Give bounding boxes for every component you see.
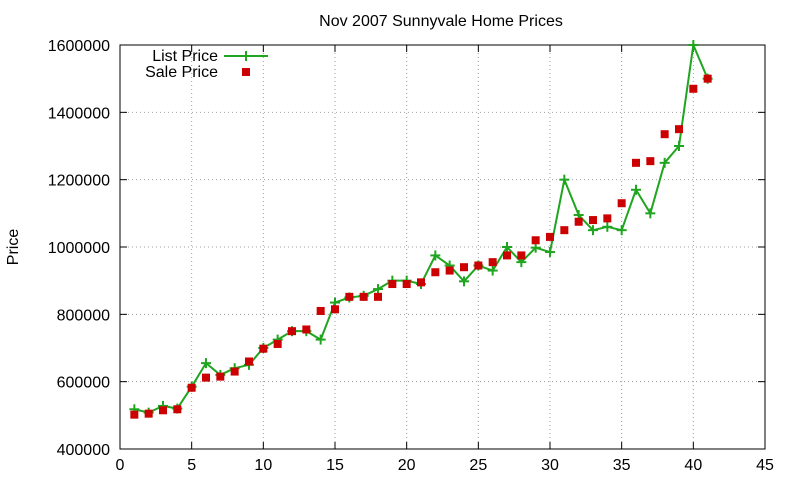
- data-point-list-price: [459, 276, 469, 287]
- data-point-list-price: [659, 157, 670, 168]
- data-point-sale-price: [331, 305, 339, 314]
- data-point-sale-price: [488, 258, 497, 267]
- data-point-sale-price: [703, 74, 712, 83]
- data-point-list-price: [545, 247, 555, 258]
- data-point-list-price: [602, 221, 613, 232]
- data-point-sale-price: [660, 130, 669, 139]
- data-point-sale-price: [689, 84, 698, 93]
- data-point-sale-price: [503, 251, 511, 260]
- x-tick-label: 20: [398, 457, 416, 474]
- data-point-list-price: [559, 174, 570, 185]
- data-point-list-price: [430, 250, 441, 261]
- x-tick-label: 45: [756, 457, 774, 474]
- data-point-list-price: [616, 225, 627, 236]
- data-point-sale-price: [259, 344, 268, 353]
- y-tick-label: 800000: [57, 307, 110, 324]
- y-tick-label: 1600000: [48, 38, 110, 55]
- data-point-sale-price: [388, 280, 397, 289]
- data-point-list-price: [674, 141, 684, 151]
- data-point-sale-price: [187, 383, 196, 392]
- data-point-sale-price: [202, 373, 210, 382]
- x-tick-label: 30: [541, 457, 559, 474]
- data-point-list-price: [487, 265, 498, 276]
- data-point-sale-price: [316, 306, 325, 315]
- series: [129, 40, 713, 419]
- x-tick-label: 15: [326, 457, 344, 474]
- data-point-sale-price: [531, 236, 540, 245]
- data-point-sale-price: [402, 280, 411, 289]
- x-tick-label: 0: [116, 457, 125, 474]
- data-point-sale-price: [431, 268, 440, 277]
- data-point-sale-price: [517, 251, 526, 260]
- data-point-sale-price: [589, 216, 597, 225]
- data-point-sale-price: [646, 157, 655, 166]
- legend: List Price Sale Price: [145, 48, 268, 81]
- data-point-sale-price: [345, 292, 354, 301]
- data-point-list-price: [530, 242, 541, 253]
- y-tick-label: 1200000: [48, 173, 110, 190]
- data-point-list-price: [373, 284, 383, 295]
- y-tick-label: 1000000: [48, 240, 110, 257]
- data-point-list-price: [588, 225, 598, 236]
- data-point-sale-price: [574, 217, 583, 226]
- data-point-sale-price: [445, 266, 454, 275]
- x-tick-label: 25: [469, 457, 487, 474]
- x-tick-label: 35: [613, 457, 631, 474]
- data-point-list-price: [201, 358, 211, 369]
- tick-labels: 0 5 10 15 20 25 30 35 40 45 400000 600000 800000 1000…: [48, 38, 774, 474]
- data-point-sale-price: [230, 367, 239, 376]
- x-tick-label: 5: [187, 457, 196, 474]
- data-point-sale-price: [273, 339, 282, 348]
- data-point-sale-price: [216, 372, 225, 381]
- axes: [119, 44, 766, 450]
- legend-label-list-price: List Price: [152, 48, 218, 65]
- chart-title: Nov 2007 Sunnyvale Home Prices: [319, 13, 563, 30]
- data-point-sale-price: [302, 325, 311, 334]
- data-point-sale-price: [359, 292, 368, 301]
- data-point-list-price: [688, 40, 699, 50]
- data-point-sale-price: [144, 409, 153, 418]
- y-tick-label: 1400000: [48, 105, 110, 122]
- data-point-sale-price: [288, 327, 296, 336]
- data-point-sale-price: [675, 125, 683, 134]
- y-tick-label: 400000: [57, 442, 110, 459]
- data-point-sale-price: [374, 292, 382, 301]
- x-tick-label: 10: [254, 457, 272, 474]
- data-point-sale-price: [617, 199, 626, 208]
- data-point-list-price: [631, 184, 641, 195]
- data-point-sale-price: [632, 158, 640, 167]
- y-tick-label: 600000: [57, 375, 110, 392]
- data-point-sale-price: [474, 261, 483, 270]
- data-point-list-price: [645, 208, 656, 219]
- y-axis-label: Price: [5, 229, 22, 266]
- data-point-sale-price: [130, 410, 139, 419]
- data-point-sale-price: [603, 214, 612, 223]
- data-point-sale-price: [173, 405, 182, 414]
- grid: [120, 45, 765, 449]
- legend-label-sale-price: Sale Price: [145, 64, 218, 81]
- data-point-sale-price: [245, 357, 253, 366]
- data-point-sale-price: [417, 278, 425, 287]
- data-point-list-price: [315, 334, 326, 345]
- data-point-sale-price: [460, 263, 468, 272]
- data-point-sale-price: [159, 406, 167, 415]
- data-point-sale-price: [560, 226, 569, 235]
- data-point-list-price: [502, 242, 512, 252]
- data-point-sale-price: [546, 232, 554, 241]
- x-tick-label: 40: [684, 457, 702, 474]
- legend-marker-sale-price: [242, 68, 250, 76]
